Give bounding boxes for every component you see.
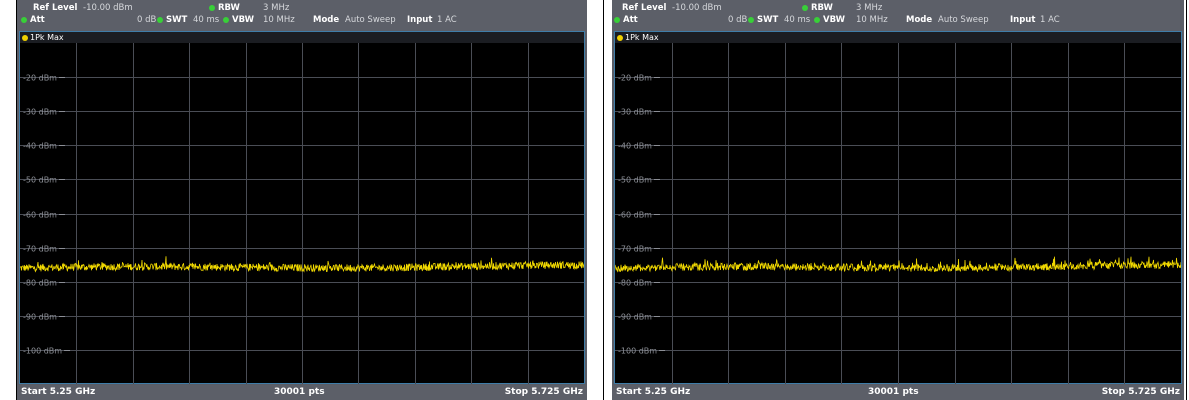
- spectrum-plot: -20 dBm -30 dBm -40 dBm -50 dBm -60 dBm -70 d…: [615, 43, 1181, 384]
- y-tick-label: -30 dBm: [618, 108, 652, 117]
- rbw-status-dot: [209, 4, 215, 11]
- y-tick-label: -20 dBm: [23, 74, 57, 83]
- swt-status-dot: [748, 16, 754, 23]
- y-tick-label: -100 dBm: [23, 347, 62, 356]
- rbw-value: 3 MHz: [263, 3, 290, 13]
- table-border-middle: [603, 0, 604, 400]
- swt-label: SWT: [757, 15, 779, 25]
- y-tick-label: -30 dBm: [23, 108, 57, 117]
- mode-label: Mode: [313, 15, 340, 25]
- analyzer-screen: Ref Level -10.00 dBm RBW 3 MHz Att 0 dB …: [17, 0, 587, 400]
- y-tick-label: -50 dBm: [618, 176, 652, 185]
- spectrum-plot: -20 dBm -30 dBm -40 dBm -50 dBm -60 dBm -70 d…: [20, 43, 584, 384]
- input-label: Input: [407, 15, 433, 25]
- input-label: Input: [1010, 15, 1036, 25]
- noise-trace: [20, 256, 584, 273]
- vbw-label: VBW: [823, 15, 845, 25]
- settings-header: Ref Level -10.00 dBm RBW 3 MHz Att 0 dB …: [612, 0, 1184, 32]
- noise-trace: [615, 256, 1181, 273]
- sweep-footer: Start 5.25 GHz 30001 pts Stop 5.725 GHz: [612, 385, 1184, 400]
- sweep-footer: Start 5.25 GHz 30001 pts Stop 5.725 GHz: [17, 385, 587, 400]
- y-tick-label: -20 dBm: [618, 74, 652, 83]
- trace-pane: 1Pk Max -20 dBm -30 dBm -40 dBm -50 dBm -60 …: [614, 31, 1182, 384]
- trace-color-dot: [617, 34, 623, 41]
- vbw-value: 10 MHz: [856, 15, 888, 25]
- swt-status-dot: [157, 16, 163, 23]
- att-status-dot: [21, 16, 27, 23]
- table-border-left: [16, 0, 17, 400]
- ref-level-value: -10.00 dBm: [672, 3, 722, 13]
- trace-label: 1Pk Max: [30, 33, 64, 42]
- trace-label-bar: 1Pk Max: [20, 32, 584, 43]
- rbw-label: RBW: [811, 3, 833, 13]
- rbw-label: RBW: [218, 3, 240, 13]
- trace-label-bar: 1Pk Max: [615, 32, 1181, 43]
- swt-label: SWT: [166, 15, 188, 25]
- rbw-value: 3 MHz: [856, 3, 883, 13]
- start-frequency-label: Start 5.25 GHz: [21, 387, 96, 397]
- y-tick-label: -70 dBm: [23, 245, 57, 254]
- trace-label: 1Pk Max: [625, 33, 659, 42]
- y-tick-label: -80 dBm: [618, 279, 652, 288]
- swt-value: 40 ms: [784, 15, 811, 25]
- vbw-status-dot: [223, 16, 229, 23]
- analyzer-screenshot-right: Ref Level -10.00 dBm RBW 3 MHz Att 0 dB …: [612, 0, 1184, 400]
- mode-label: Mode: [906, 15, 933, 25]
- ref-level-label: Ref Level: [33, 3, 78, 13]
- y-tick-label: -70 dBm: [618, 245, 652, 254]
- sweep-points-label: 30001 pts: [274, 387, 325, 397]
- sweep-points-label: 30001 pts: [868, 387, 919, 397]
- vbw-status-dot: [814, 16, 820, 23]
- table-border-right: [1186, 0, 1187, 400]
- y-tick-label: -80 dBm: [23, 279, 57, 288]
- trace-pane: 1Pk Max -20 dBm -30 dBm -40 dBm -50 dBm -60 …: [19, 31, 585, 384]
- att-status-dot: [614, 16, 620, 23]
- trace-color-dot: [22, 34, 28, 41]
- y-tick-label: -40 dBm: [23, 142, 57, 151]
- stop-frequency-label: Stop 5.725 GHz: [504, 387, 583, 397]
- y-tick-label: -60 dBm: [23, 211, 57, 220]
- y-tick-label: -90 dBm: [23, 313, 57, 322]
- stop-frequency-label: Stop 5.725 GHz: [1101, 387, 1180, 397]
- rbw-status-dot: [802, 4, 808, 11]
- att-label: Att: [30, 15, 45, 25]
- input-value: 1 AC: [437, 15, 457, 25]
- y-tick-label: -60 dBm: [618, 211, 652, 220]
- y-tick-label: -90 dBm: [618, 313, 652, 322]
- input-value: 1 AC: [1040, 15, 1060, 25]
- y-tick-label: -100 dBm: [618, 347, 657, 356]
- vbw-label: VBW: [232, 15, 254, 25]
- att-value: 0 dB: [728, 15, 748, 25]
- ref-level-value: -10.00 dBm: [83, 3, 133, 13]
- att-label: Att: [623, 15, 638, 25]
- start-frequency-label: Start 5.25 GHz: [616, 387, 691, 397]
- swt-value: 40 ms: [193, 15, 220, 25]
- mode-value: Auto Sweep: [938, 15, 989, 25]
- ref-level-label: Ref Level: [622, 3, 667, 13]
- analyzer-screenshot-left: Ref Level -10.00 dBm RBW 3 MHz Att 0 dB …: [17, 0, 587, 400]
- settings-header: Ref Level -10.00 dBm RBW 3 MHz Att 0 dB …: [17, 0, 587, 32]
- mode-value: Auto Sweep: [345, 15, 396, 25]
- vbw-value: 10 MHz: [263, 15, 295, 25]
- att-value: 0 dB: [137, 15, 157, 25]
- analyzer-screen: Ref Level -10.00 dBm RBW 3 MHz Att 0 dB …: [612, 0, 1184, 400]
- y-tick-label: -40 dBm: [618, 142, 652, 151]
- y-tick-label: -50 dBm: [23, 176, 57, 185]
